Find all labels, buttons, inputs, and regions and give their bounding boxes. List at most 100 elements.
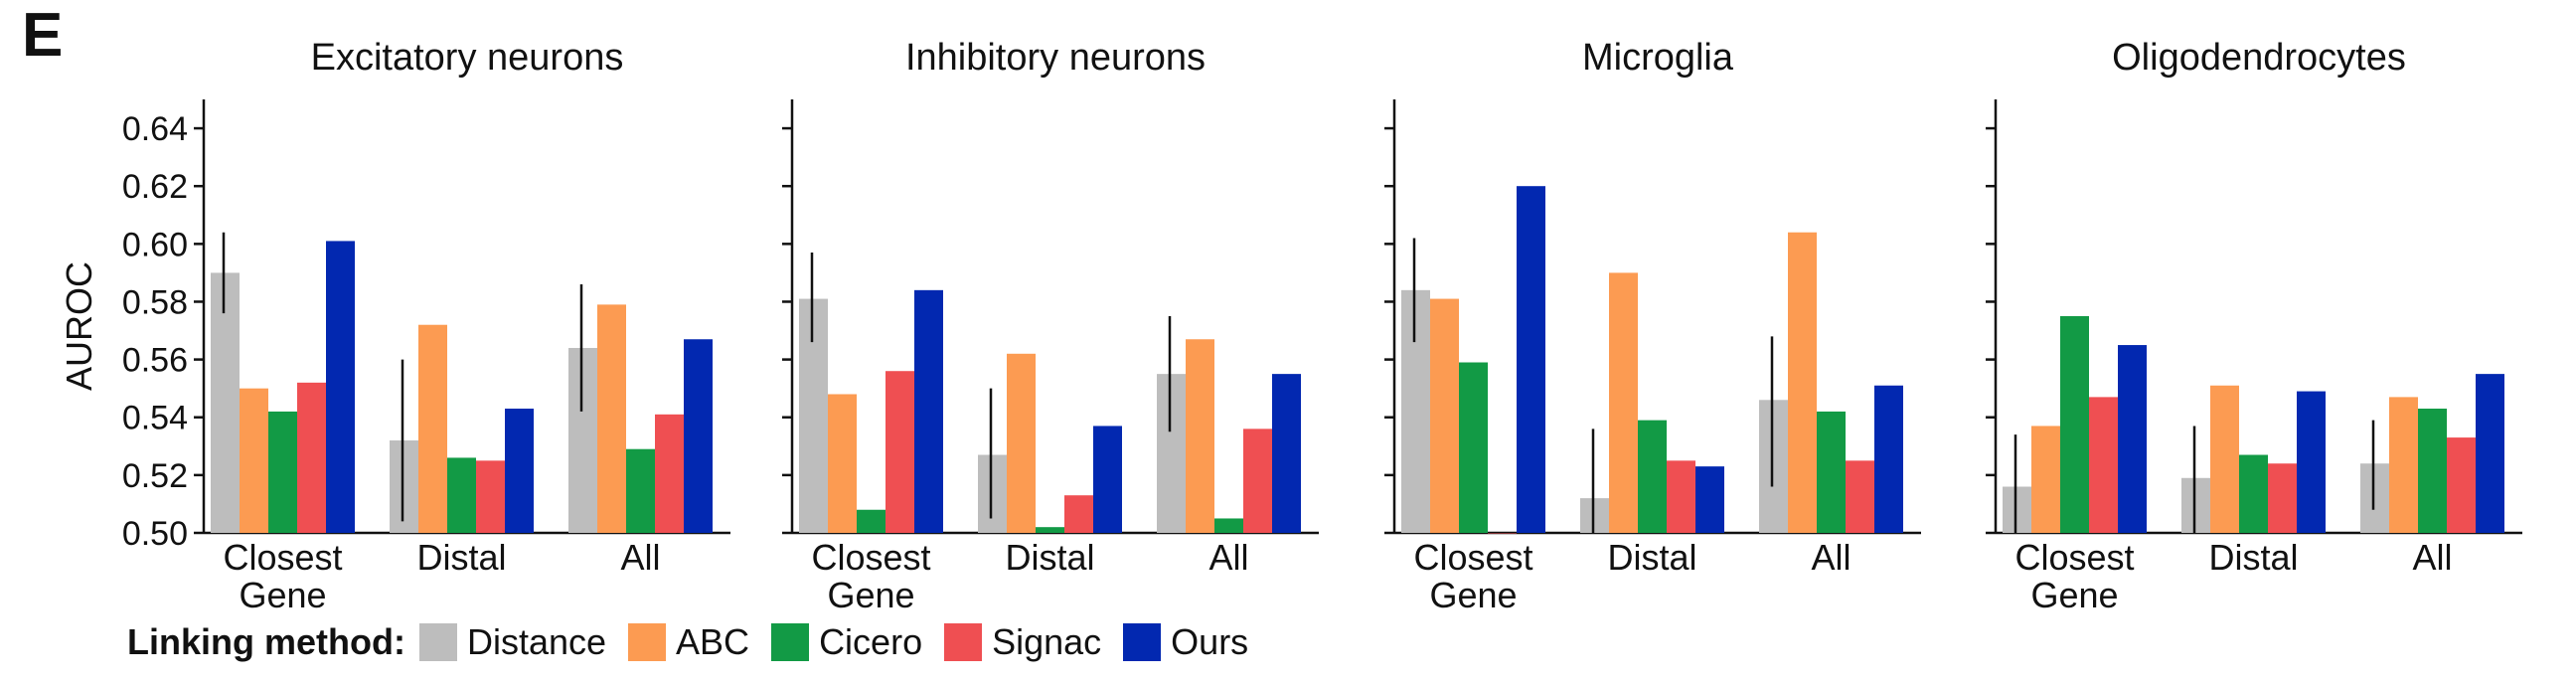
bar-ours-all [1874, 385, 1903, 533]
panel-title: Oligodendrocytes [2112, 37, 2406, 79]
bar-cicero-all [626, 448, 655, 533]
panel-label: E [22, 1, 64, 70]
bar-ours-distal [505, 409, 534, 533]
y-tick-label: 0.54 [122, 400, 188, 437]
bar-abc-distal [2210, 385, 2239, 533]
x-tick-label: Distal [2208, 537, 2298, 578]
bar-signac-closest-gene [886, 371, 914, 533]
x-tick-label: All [2412, 537, 2452, 578]
x-tick-label: Gene [1429, 575, 1517, 615]
bar-ours-closest-gene [914, 289, 943, 533]
x-tick-label: All [1811, 537, 1851, 578]
bar-abc-all [1186, 339, 1214, 533]
bar-cicero-closest-gene [2060, 316, 2089, 533]
bar-abc-distal [1609, 272, 1638, 533]
bar-distance-distal [2181, 477, 2210, 533]
y-tick-label: 0.58 [122, 283, 188, 321]
bar-cicero-closest-gene [857, 509, 886, 533]
legend-swatch-signac [944, 623, 983, 661]
bar-distance-closest-gene [1401, 289, 1430, 533]
y-tick-label: 0.64 [122, 110, 188, 148]
bar-cicero-distal [447, 457, 476, 533]
bar-ours-closest-gene [326, 241, 355, 533]
legend-swatch-distance [418, 623, 457, 661]
y-tick-label: 0.50 [122, 515, 188, 553]
bar-signac-all [1243, 429, 1272, 533]
x-tick-label: Gene [239, 575, 326, 615]
panel-title: Inhibitory neurons [905, 37, 1206, 79]
legend-swatch-abc [628, 623, 667, 661]
y-tick-label: 0.62 [122, 168, 188, 206]
legend-label-cicero: Cicero [819, 621, 923, 662]
bar-signac-closest-gene [297, 382, 326, 533]
panel-excitatory-neurons: Excitatory neurons 0.50 0.52 0.54 0.56 0.58 0.… [59, 37, 730, 615]
x-tick-label: All [620, 537, 660, 578]
bar-ours-closest-gene [2118, 345, 2147, 533]
bar-abc-closest-gene [240, 388, 268, 533]
y-axis-label: AUROC [59, 261, 99, 391]
bar-ours-all [684, 339, 713, 533]
y-tick-label: 0.56 [122, 342, 188, 380]
x-tick-label: All [1208, 537, 1248, 578]
legend-item-distance: Distance [418, 621, 606, 663]
y-tick-label: 0.52 [122, 457, 188, 495]
y-tick-label: 0.60 [122, 226, 188, 263]
legend-swatch-cicero [771, 623, 810, 661]
bar-ours-all [1272, 374, 1301, 533]
bar-cicero-closest-gene [1459, 362, 1488, 533]
x-tick-label: Gene [827, 575, 914, 615]
bar-abc-closest-gene [828, 394, 857, 533]
bar-distance-all [2360, 463, 2389, 533]
bar-signac-closest-gene [1488, 533, 1517, 534]
panel-title: Excitatory neurons [311, 37, 624, 79]
bar-cicero-distal [1036, 527, 1064, 533]
bar-ours-distal [1093, 426, 1122, 533]
x-tick-label: Gene [2030, 575, 2118, 615]
legend-swatch-ours [1123, 623, 1162, 661]
bar-abc-distal [1007, 353, 1036, 533]
bar-abc-closest-gene [2031, 426, 2060, 533]
bar-distance-all [568, 347, 597, 533]
bar-cicero-distal [1638, 420, 1667, 533]
legend: Linking method: Distance ABC Cicero Sign… [127, 612, 1270, 672]
legend-label-abc: ABC [676, 621, 750, 662]
x-tick-label: Distal [1005, 537, 1094, 578]
bar-abc-all [1788, 232, 1817, 533]
x-tick-label: Distal [1607, 537, 1696, 578]
bar-ours-closest-gene [1517, 186, 1545, 533]
bar-ours-all [2476, 374, 2504, 533]
bar-distance-all [1157, 374, 1186, 533]
bar-cicero-all [1817, 411, 1846, 533]
bar-distance-closest-gene [799, 298, 828, 533]
bar-signac-all [1846, 460, 1874, 533]
bar-abc-distal [418, 324, 447, 533]
bar-signac-distal [1667, 460, 1695, 533]
bar-distance-closest-gene [2003, 486, 2031, 533]
bar-distance-distal [1580, 498, 1609, 533]
panel-title: Microglia [1582, 37, 1734, 79]
bar-cicero-all [1214, 518, 1243, 533]
x-tick-label: Distal [416, 537, 506, 578]
legend-title: Linking method: [127, 621, 405, 662]
legend-item-ours: Ours [1123, 621, 1248, 663]
bar-ours-distal [2297, 391, 2326, 533]
legend-label-ours: Ours [1171, 621, 1249, 662]
legend-label-signac: Signac [992, 621, 1102, 662]
bar-cicero-closest-gene [268, 411, 297, 533]
bar-signac-distal [476, 460, 505, 533]
bar-ours-distal [1695, 466, 1724, 533]
legend-item-signac: Signac [944, 621, 1101, 663]
legend-item-cicero: Cicero [771, 621, 922, 663]
x-tick-label: Closest [223, 537, 342, 578]
x-tick-label: Closest [1413, 537, 1532, 578]
bar-cicero-all [2418, 409, 2447, 533]
bar-distance-distal [390, 439, 418, 533]
bar-distance-all [1759, 400, 1788, 533]
bar-signac-distal [2268, 463, 2297, 533]
x-tick-label: Closest [811, 537, 930, 578]
legend-item-abc: ABC [628, 621, 749, 663]
